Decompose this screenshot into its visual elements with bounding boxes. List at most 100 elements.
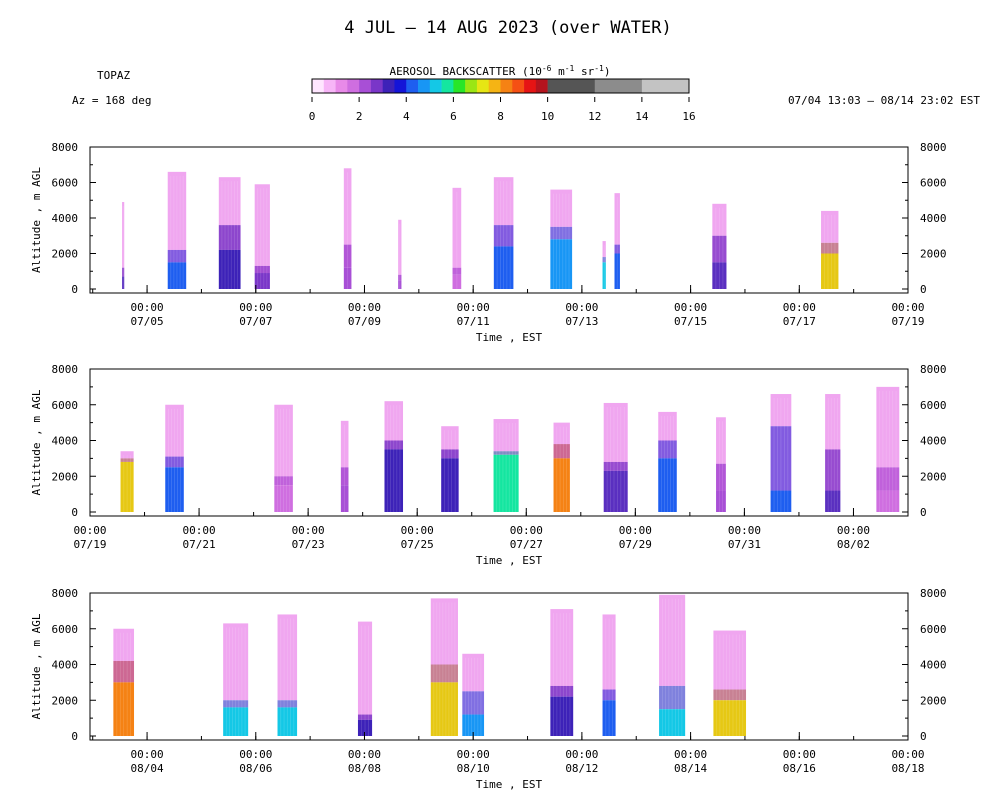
colorbar-bin (476, 79, 490, 93)
segment-boundary-layer (274, 485, 293, 512)
segment-upper (713, 630, 747, 690)
x-tick-label-time: 00:00 (510, 524, 543, 537)
data-segment (550, 609, 574, 736)
data-segment (277, 614, 298, 736)
segment-upper (254, 184, 270, 266)
y-tick-label-right: 8000 (920, 141, 947, 154)
segment-mid (122, 267, 125, 277)
colorbar-tick-label: 2 (356, 110, 363, 123)
y-axis-label: Altitude , m AGL (30, 167, 43, 273)
data-segment (357, 621, 373, 736)
colorbar-bin (594, 79, 643, 93)
data-segment (452, 187, 462, 289)
segment-mid (658, 440, 677, 459)
segment-boundary-layer (340, 485, 349, 512)
y-tick-label-left: 0 (71, 506, 78, 519)
colorbar-tick-label: 4 (403, 110, 410, 123)
segment-mid (602, 689, 616, 701)
segment-mid (120, 458, 134, 462)
x-tick-label-date: 08/12 (565, 762, 598, 775)
x-tick-label-date: 07/29 (619, 538, 652, 551)
colorbar-tick-label: 12 (588, 110, 601, 123)
x-tick-label-time: 00:00 (565, 748, 598, 761)
x-tick-label-date: 07/23 (292, 538, 325, 551)
data-segment (553, 422, 570, 512)
segment-upper (398, 219, 402, 275)
segment-boundary-layer (493, 246, 514, 289)
segment-boundary-layer (659, 709, 686, 736)
x-tick-label-date: 08/04 (131, 762, 164, 775)
segment-boundary-layer (876, 490, 900, 512)
segment-mid (113, 660, 135, 683)
data-segment (340, 420, 349, 512)
segment-mid (712, 235, 727, 263)
segment-upper (120, 451, 134, 459)
colorbar-bin (335, 79, 348, 93)
y-tick-label-right: 4000 (920, 435, 947, 448)
segment-boundary-layer (277, 707, 298, 736)
y-tick-label-right: 8000 (920, 363, 947, 376)
colorbar-bin (359, 79, 372, 93)
x-tick-label-date: 07/21 (183, 538, 216, 551)
colorbar-tick-label: 8 (497, 110, 504, 123)
x-tick-label-time: 00:00 (565, 301, 598, 314)
x-tick-label-date: 07/11 (457, 315, 490, 328)
y-axis-label: Altitude , m AGL (30, 613, 43, 719)
x-tick-label-time: 00:00 (619, 524, 652, 537)
data-segment (825, 394, 841, 512)
segment-boundary-layer (602, 262, 606, 289)
y-tick-label-left: 0 (71, 730, 78, 743)
segment-upper (277, 614, 298, 701)
y-tick-label-left: 8000 (52, 363, 79, 376)
segment-boundary-layer (165, 467, 184, 512)
y-tick-label-right: 8000 (920, 587, 947, 600)
segment-boundary-layer (602, 700, 616, 736)
y-tick-label-right: 6000 (920, 177, 947, 190)
data-segment (430, 598, 458, 736)
segment-upper (441, 426, 459, 450)
colorbar-bin (488, 79, 501, 93)
y-tick-label-left: 2000 (52, 694, 79, 707)
segment-mid (462, 691, 485, 715)
colorbar-bin (441, 79, 454, 93)
segment-boundary-layer (384, 449, 404, 512)
x-tick-label-date: 08/10 (457, 762, 490, 775)
x-tick-label-date: 07/27 (510, 538, 543, 551)
x-tick-label-time: 00:00 (239, 748, 272, 761)
x-tick-label-time: 00:00 (783, 748, 816, 761)
data-segment (113, 628, 135, 736)
x-tick-label-date: 07/05 (131, 315, 164, 328)
x-tick-label-date: 07/25 (401, 538, 434, 551)
segment-boundary-layer (603, 470, 628, 512)
x-tick-label-date: 08/06 (239, 762, 272, 775)
data-segment (493, 419, 519, 512)
segment-mid (550, 226, 573, 240)
colorbar-tick-label: 6 (450, 110, 457, 123)
segment-mid (254, 265, 270, 274)
segment-upper (493, 177, 514, 226)
segment-mid (493, 451, 519, 455)
segment-boundary-layer (452, 274, 462, 289)
x-tick-label-date: 07/19 (73, 538, 106, 551)
segment-boundary-layer (550, 696, 574, 736)
segment-mid (603, 461, 628, 471)
colorbar-bin (524, 79, 537, 93)
data-segment (602, 614, 616, 736)
y-tick-label-right: 0 (920, 283, 927, 296)
colorbar-bin (382, 79, 395, 93)
segment-boundary-layer (398, 280, 402, 289)
segment-mid (165, 456, 184, 468)
segment-mid (493, 225, 514, 247)
colorbar-bin (429, 79, 442, 93)
segment-boundary-layer (357, 719, 373, 736)
segment-mid (384, 440, 404, 450)
segment-upper (122, 202, 125, 268)
colorbar-tick-label: 14 (635, 110, 649, 123)
segment-boundary-layer (658, 458, 677, 512)
y-tick-label-left: 0 (71, 283, 78, 296)
y-tick-label-left: 6000 (52, 623, 79, 636)
colorbar-tick-label: 10 (541, 110, 554, 123)
segment-boundary-layer (223, 707, 249, 736)
